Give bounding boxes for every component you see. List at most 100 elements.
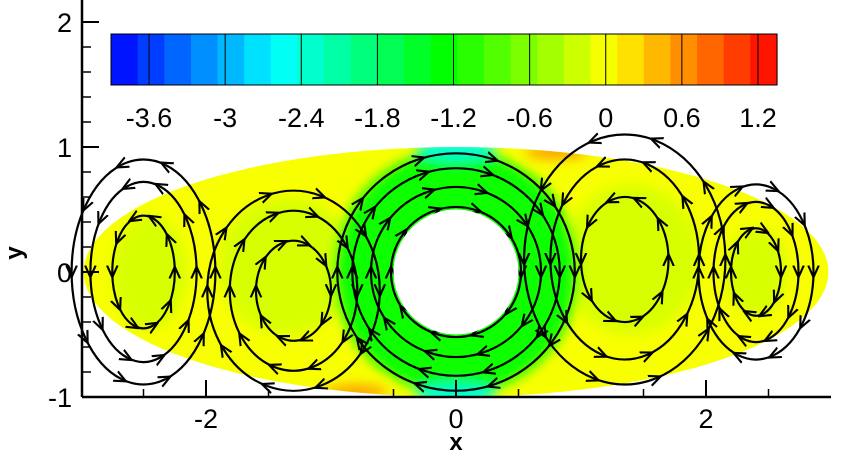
streamline-left-outer	[133, 326, 153, 329]
streamline-central-annulus	[402, 210, 436, 235]
streamline-central-annulus	[336, 202, 360, 273]
streamline-left-inner	[304, 242, 324, 261]
streamline-left-inner	[256, 291, 265, 321]
colorbar-swatch	[537, 34, 565, 85]
streamline-central-annulus	[475, 209, 509, 234]
streamline-left-inner	[222, 196, 267, 233]
streamline-right-inner	[581, 222, 591, 260]
streamline-right-inner	[611, 197, 639, 200]
colorbar-swatch	[137, 34, 165, 85]
streamline-right-inner	[550, 200, 566, 260]
colorbar-tick-label: -2.4	[278, 103, 325, 133]
colorbar-swatch	[377, 34, 405, 85]
streamline-right-outer	[769, 312, 792, 339]
streamline-right-outer	[736, 298, 749, 315]
streamline-right-outer	[712, 231, 722, 273]
streamline-left-outer	[165, 338, 202, 380]
streamline-left-inner	[305, 319, 325, 338]
field-patch	[724, 228, 788, 316]
cylinder-hole	[393, 209, 519, 335]
streamline-central-annulus	[429, 187, 483, 191]
streamline-central-annulus	[359, 159, 419, 203]
streamline-right-outer	[748, 314, 765, 316]
streamline-left-outer	[84, 337, 121, 379]
streamline-central-annulus	[371, 173, 424, 212]
streamline-right-inner	[522, 259, 543, 334]
y-axis-title: y	[1, 246, 28, 260]
colorbar-swatch	[190, 34, 219, 85]
colorbar-tick-label: 0.6	[663, 103, 701, 133]
streamline-central-annulus	[551, 201, 575, 272]
colorbar-swatch	[270, 34, 299, 85]
streamline-central-annulus	[337, 272, 361, 343]
streamline-right-inner	[601, 355, 648, 360]
streamline-central-annulus	[507, 233, 521, 272]
x-tick-label: 0	[448, 404, 463, 434]
y-tick-label: 0	[57, 258, 72, 288]
streamline-central-annulus	[481, 190, 525, 222]
streamline-right-inner	[602, 160, 649, 165]
streamline-central-annulus	[430, 353, 483, 357]
field-patch	[218, 197, 356, 335]
x-tick-label: 2	[698, 404, 713, 434]
streamline-left-outer	[70, 271, 86, 338]
colorbar-swatch	[297, 34, 325, 85]
streamline-central-annulus	[389, 234, 403, 273]
streamline-right-outer	[697, 221, 710, 273]
colorbar-swatch	[750, 34, 778, 85]
streamline-right-outer	[763, 229, 777, 246]
y-tick-label: 2	[57, 8, 72, 38]
streamline-left-inner	[313, 337, 347, 367]
streamline-central-annulus	[539, 210, 560, 272]
streamline-left-outer	[117, 304, 134, 325]
streamline-central-annulus	[387, 322, 431, 354]
streamline-left-inner	[282, 338, 306, 340]
streamline-left-outer	[153, 219, 170, 240]
colorbar-swatch	[617, 34, 645, 85]
streamline-right-outer	[699, 272, 711, 324]
colorbar-swatch	[244, 34, 272, 85]
streamline-central-annulus	[351, 211, 372, 273]
streamline-right-inner	[706, 186, 727, 260]
colorbar-tick-label: -1.8	[354, 103, 401, 133]
streamline-central-annulus	[403, 310, 437, 335]
colorbar-swatch	[350, 34, 378, 85]
streamline-right-outer	[801, 220, 814, 272]
streamlines	[72, 134, 814, 390]
streamline-right-inner	[563, 317, 602, 354]
streamline-left-outer	[166, 165, 203, 207]
streamline-central-annulus	[436, 334, 477, 337]
streamline-central-annulus	[418, 153, 492, 159]
streamline-right-outer	[768, 204, 790, 231]
streamline-right-outer	[738, 355, 775, 359]
streamline-left-outer	[90, 218, 102, 272]
streamline-central-annulus	[352, 272, 373, 334]
streamline-right-inner	[594, 134, 657, 140]
streamline-left-outer	[160, 186, 188, 220]
colorbar-swatch	[217, 34, 245, 85]
streamline-left-outer	[85, 164, 122, 206]
colorbar-frame	[110, 33, 778, 86]
streamline-central-annulus	[476, 309, 510, 334]
streamline-right-inner	[655, 333, 706, 380]
streamline-left-outer	[127, 182, 161, 186]
streamline-central-annulus	[391, 272, 405, 311]
streamline-central-annulus	[423, 168, 488, 173]
streamline-left-inner	[256, 261, 263, 291]
streamline-central-annulus	[369, 222, 387, 273]
colorbar-tick-label: 1.2	[739, 103, 777, 133]
streamline-right-inner	[542, 332, 593, 378]
streamline-right-outer	[776, 245, 781, 272]
streamline-right-outer	[789, 230, 798, 272]
streamline-central-annulus	[492, 158, 552, 202]
colorbar-swatch	[643, 34, 672, 85]
streamline-right-inner	[579, 259, 589, 297]
streamline-right-outer	[764, 297, 778, 314]
streamline-right-outer	[714, 272, 723, 314]
streamline-right-outer	[743, 339, 770, 342]
colorbar-swatch	[723, 34, 751, 85]
colorbar-swatch	[590, 34, 618, 85]
colorbar-swatch	[563, 34, 592, 85]
x-tick-label: -2	[194, 404, 218, 434]
streamline-central-annulus	[372, 333, 425, 372]
